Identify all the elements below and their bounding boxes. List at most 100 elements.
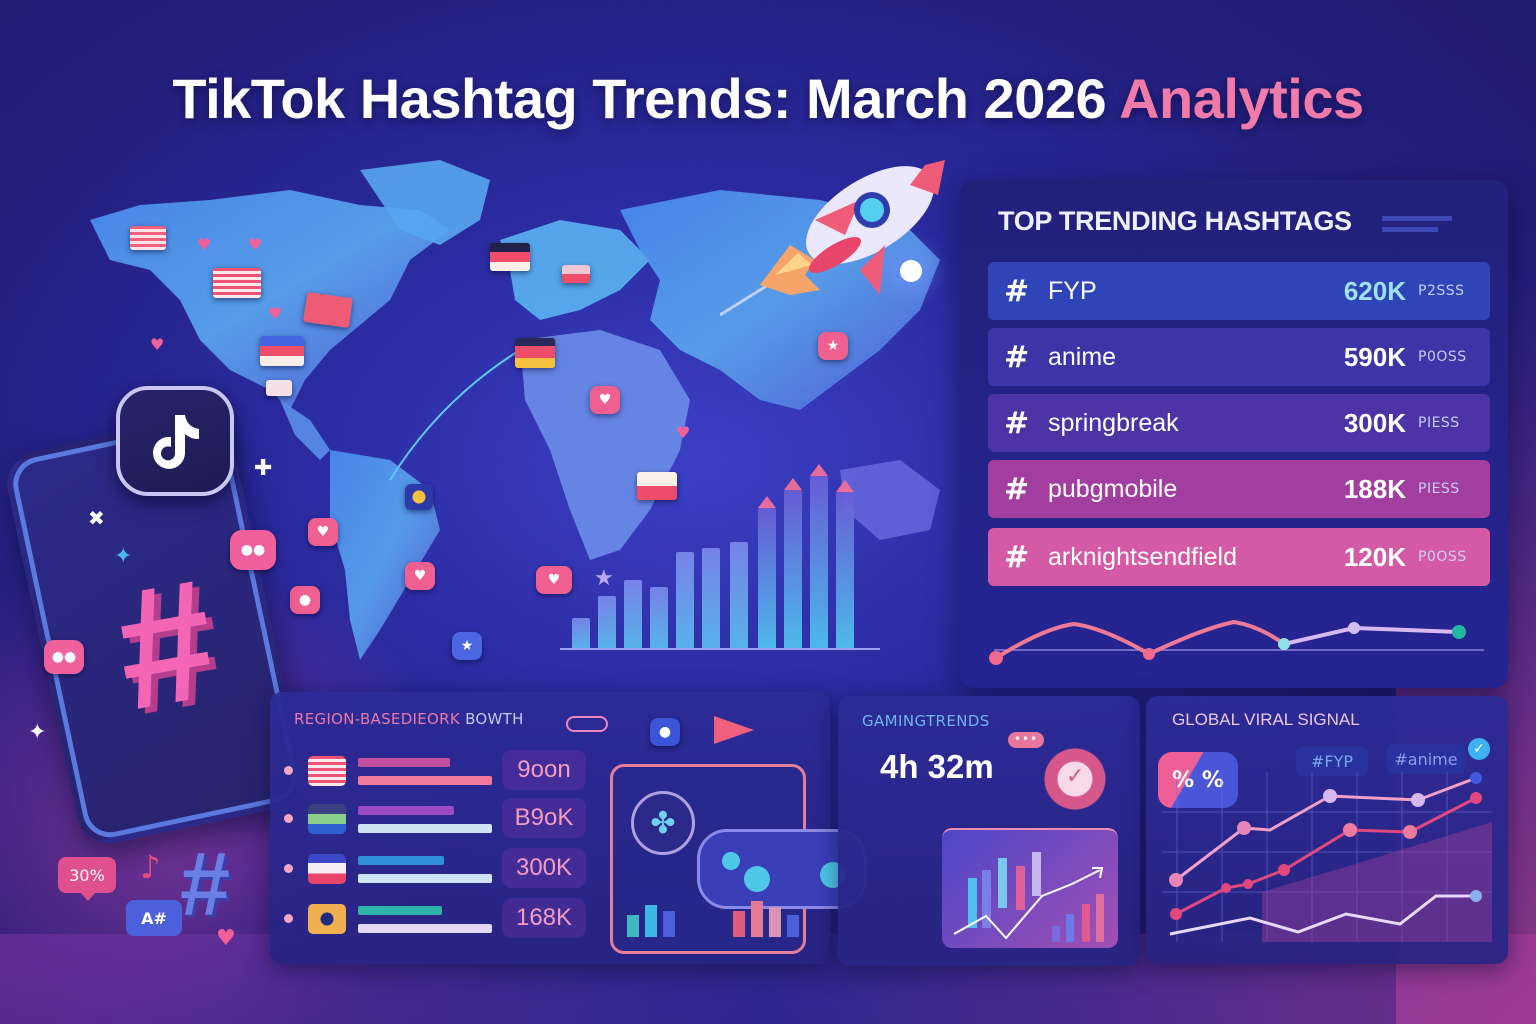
region-row[interactable] [284,850,584,890]
trend-sparkline [989,619,1484,665]
blue-chat-bubble: A# [126,900,182,936]
heart-icon: ♥ [248,235,263,254]
growth-bar [624,580,642,648]
hashtag-unit: P0OSS [1418,349,1467,365]
bullet-dot [284,864,293,873]
region-value: 168K [502,898,586,938]
play-arrow-icon [714,716,754,744]
region-bar-secondary [358,924,492,933]
region-growth-panel: REGION-BASEDIEORK BOWTH 9oon B9oK 300K 1… [270,692,867,964]
region-bar-secondary [358,874,492,883]
growth-bar [702,548,720,648]
flag-germany-icon [490,243,530,271]
hashtag-chip-fyp[interactable]: #FYP [1296,746,1368,776]
growth-bar [676,552,694,648]
star-icon: ★ [594,566,614,591]
hashtag-unit: P0OSS [1418,549,1467,565]
heart-icon: ♥ [268,304,283,323]
chat-bubble-icon: ●● [230,530,276,570]
hashtag-unit: PIESS [1418,481,1460,497]
trending-row-fyp[interactable]: # FYP 620K P2SSS [988,262,1490,320]
menu-icon[interactable] [1382,216,1452,238]
region-row[interactable] [284,900,584,940]
region-title-part: BOWTH [460,710,524,728]
top-trending-panel: TOP TRENDING HASHTAGS # FYP 620K P2SSS #… [960,180,1508,688]
region-bar-primary [358,856,444,865]
location-pin-icon: ● [290,586,320,614]
bullet-dot [284,814,293,823]
region-value: 300K [502,848,586,888]
region-value: 9oon [502,750,586,790]
hashtag-unit: PIESS [1418,415,1460,431]
bullet-dot [284,914,293,923]
flag-us-icon [130,226,166,250]
hashtag-blue-icon: # [180,835,231,935]
sparkle-icon: ✦ [28,720,47,745]
growth-bar [784,478,802,648]
region-value: B9oK [502,798,586,838]
region-row[interactable] [284,800,584,840]
hashtag-icon: # [1004,405,1030,441]
region-bar-secondary [358,776,492,785]
more-options-icon[interactable]: ••• [1008,732,1044,748]
rocket-icon [719,155,960,325]
region-title: REGION-BASEDIEORK BOWTH [294,710,524,728]
hashtag-icon: # [1004,273,1030,309]
heart-pin-icon: ♥ [308,518,338,546]
flag-africa-icon [637,472,677,500]
gaming-time-value: 4h 32m [880,748,994,785]
flag-redwhite-icon [308,854,346,884]
chat-bubble-icon: ● [650,718,680,746]
trending-row-arknightsendfield[interactable]: # arknightsendfield 120K P0OSS [988,528,1490,586]
trending-row-springbreak[interactable]: # springbreak 300K PIESS [988,394,1490,452]
hashtag-label: FYP [1048,276,1097,305]
flag-brazil-icon [405,484,433,510]
hashtag-icon: # [1004,471,1030,507]
growth-bar [650,587,668,648]
percent-chat-bubble: % % [1158,752,1238,808]
flag-us-icon [308,756,346,786]
heart-pin-icon: ♥ [536,566,572,594]
heart-icon: ♥ [216,926,236,951]
heart-icon: ♥ [676,423,691,442]
gaming-title: GAMINGTRENDS [862,712,990,730]
hashtag-count: 120K [1343,541,1406,572]
growth-axis [560,648,880,650]
trending-row-pubgmobile[interactable]: # pubgmobile 188K PIESS [988,460,1490,518]
global-viral-panel: GLOBAL VIRAL SIGNAL #FYP #anime ✓ % % [1146,696,1508,964]
music-note-icon: ♪ [140,848,161,886]
tiktok-logo-icon [116,386,234,496]
heart-icon: ♥ [197,235,212,254]
toggle-switch[interactable] [566,716,608,732]
hashtag-chip-anime[interactable]: #anime [1386,744,1466,774]
mini-bars [627,905,675,937]
bullet-dot [284,766,293,775]
hashtag-label: springbreak [1048,408,1179,437]
close-icon: ✖ [88,506,105,530]
mini-bars [733,901,799,937]
hashtag-icon: # [1004,539,1030,575]
glow-dot [900,260,922,282]
title-accent: Analytics [1119,67,1364,130]
region-row[interactable] [284,752,584,792]
region-bar-secondary [358,824,492,833]
flag-canada-icon [303,291,353,329]
region-bar-primary [358,906,442,915]
flag-poland-icon [562,265,590,283]
hashtag-count: 300K [1343,407,1406,438]
check-badge-icon: ✓ [1044,748,1106,810]
gaming-mini-chart [942,828,1118,948]
growth-bar [810,464,828,648]
gamepad-card: ✤ [610,764,867,954]
growth-bar [836,480,854,648]
gaming-trends-panel: GAMINGTRENDS 4h 32m ••• ✓ [838,696,1140,966]
flag-russia-icon [260,336,304,366]
hashtag-count: 620K [1343,275,1406,306]
trending-row-anime[interactable]: # anime 590K P0OSS [988,328,1490,386]
check-icon: ✓ [1468,738,1490,760]
viral-line-chart [1162,772,1492,942]
sparkle-icon: ✦ [114,544,133,569]
star-pin-icon: ★ [452,632,482,660]
hashtag-label: pubgmobile [1048,474,1178,503]
hashtag-icon: # [1004,339,1030,375]
